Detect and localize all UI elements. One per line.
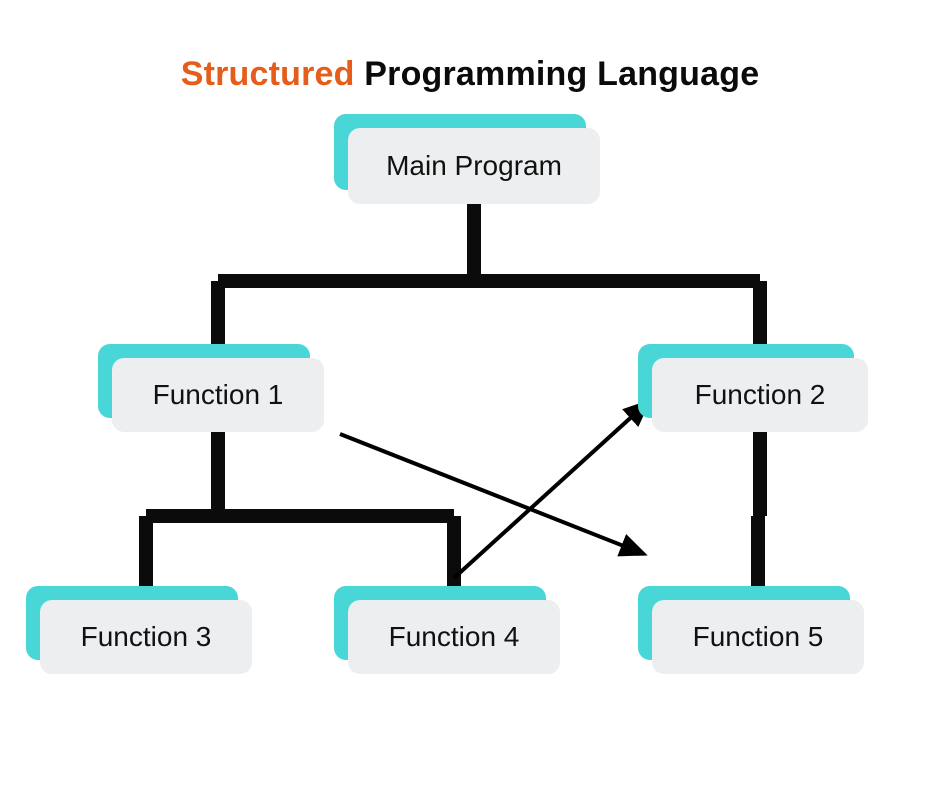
node-f5-box: Function 5: [652, 600, 864, 674]
node-f4-box: Function 4: [348, 600, 560, 674]
diagram-title: Structured Programming Language: [0, 55, 940, 94]
node-f2-box: Function 2: [652, 358, 868, 432]
title-prefix: Structured: [181, 55, 355, 93]
node-f3-box: Function 3: [40, 600, 252, 674]
node-f1-box: Function 1: [112, 358, 324, 432]
node-main-box: Main Program: [348, 128, 600, 204]
title-suffix: Programming Language: [355, 55, 760, 93]
